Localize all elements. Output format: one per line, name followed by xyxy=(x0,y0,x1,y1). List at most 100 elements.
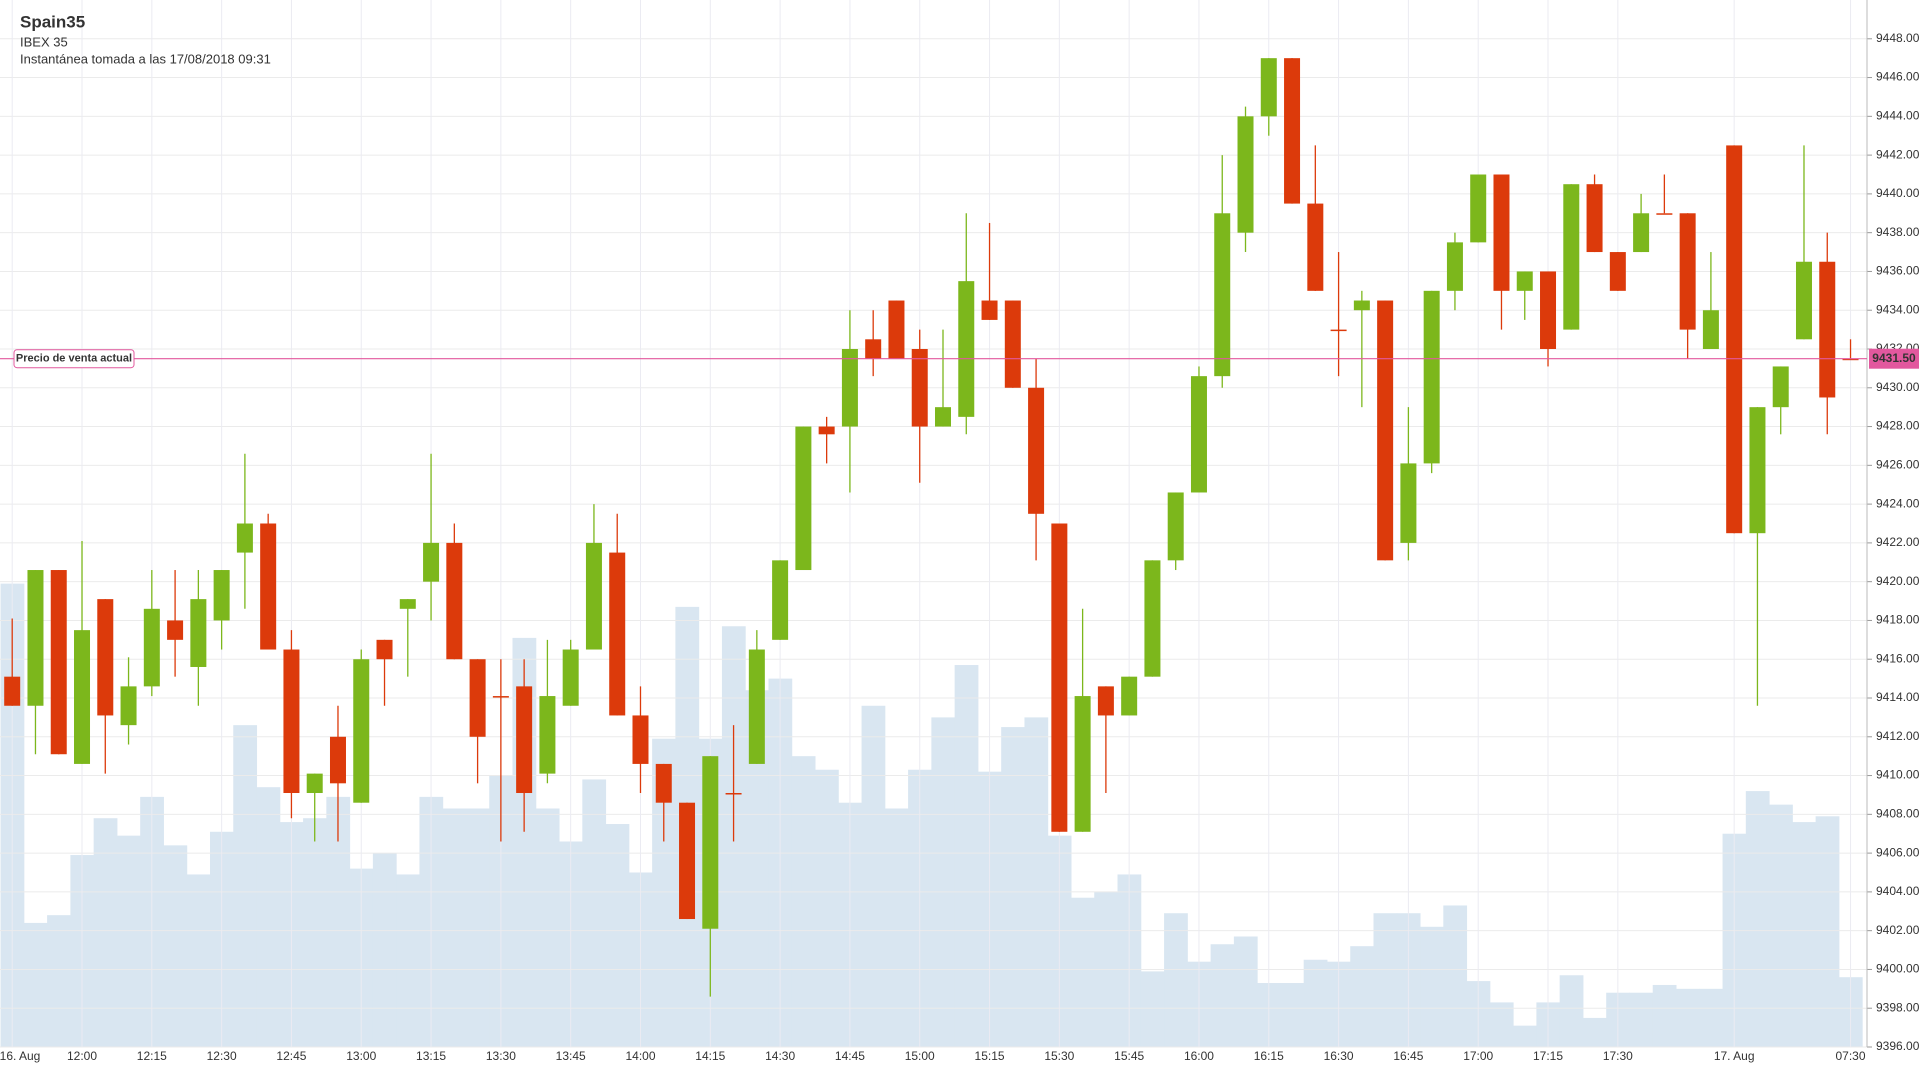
x-tick-label: 16:15 xyxy=(1254,1049,1284,1063)
volume-bar xyxy=(465,808,490,1047)
y-tick-label: 9408.00 xyxy=(1876,807,1920,821)
volume-bar xyxy=(1303,959,1328,1047)
y-tick-label: 9412.00 xyxy=(1876,729,1920,743)
candle-body xyxy=(725,793,742,795)
candle-body xyxy=(97,599,114,716)
volume-bar xyxy=(186,874,211,1047)
candle-body xyxy=(143,608,160,687)
x-tick-label: 13:00 xyxy=(346,1049,376,1063)
candle-body xyxy=(167,620,184,640)
volume-bar xyxy=(1792,822,1817,1047)
candle-body xyxy=(585,542,602,650)
x-tick-label: 17:30 xyxy=(1603,1049,1633,1063)
candle-body xyxy=(1307,203,1324,291)
candle-body xyxy=(423,542,440,582)
candle-body xyxy=(935,407,951,427)
snapshot-note: Instantánea tomada a las 17/08/2018 09:3… xyxy=(20,51,271,66)
candle-body xyxy=(213,570,230,621)
volume-bar xyxy=(1001,727,1025,1047)
y-tick-label: 9406.00 xyxy=(1876,845,1920,859)
chart-subtitle: IBEX 35 xyxy=(20,34,68,49)
candle-body xyxy=(329,736,346,784)
candle-body xyxy=(1028,387,1045,514)
volume-bar xyxy=(582,779,607,1047)
y-tick-label: 9398.00 xyxy=(1876,1000,1920,1014)
candle-body xyxy=(865,339,882,359)
candle-body xyxy=(469,659,486,737)
volume-bar xyxy=(372,853,397,1047)
volume-bar xyxy=(1559,975,1584,1047)
candle-body xyxy=(1074,696,1091,832)
candle-body xyxy=(1656,213,1673,215)
price-label: 9431.50 xyxy=(1872,351,1916,365)
volume-bar xyxy=(815,769,839,1047)
y-tick-label: 9420.00 xyxy=(1876,574,1920,588)
candle-body xyxy=(260,523,277,650)
candle-body xyxy=(1353,300,1370,311)
price-line-name: Precio de venta actual xyxy=(16,353,132,365)
volume-bar xyxy=(605,824,630,1047)
x-tick-label: 13:45 xyxy=(556,1049,586,1063)
volume-bar xyxy=(1629,992,1654,1047)
volume-bar xyxy=(1443,905,1468,1047)
candle-body xyxy=(1260,58,1277,117)
y-tick-label: 9434.00 xyxy=(1876,302,1920,316)
x-tick-label: 15:45 xyxy=(1114,1049,1144,1063)
volume-bar xyxy=(93,818,118,1047)
candle-body xyxy=(4,676,21,706)
x-tick-label: 14:00 xyxy=(625,1049,655,1063)
volume-bar xyxy=(396,874,420,1047)
candle-body xyxy=(539,696,556,774)
x-tick-label: 17. Aug xyxy=(1714,1049,1755,1063)
x-tick-label: 16:45 xyxy=(1393,1049,1423,1063)
candle-body xyxy=(1237,116,1254,233)
candle-body xyxy=(679,802,696,920)
volume-bar xyxy=(116,835,141,1047)
x-tick-label: 16. Aug xyxy=(0,1049,40,1063)
candle-body xyxy=(1446,242,1463,291)
y-tick-label: 9414.00 xyxy=(1876,690,1920,704)
candle-body xyxy=(1609,252,1626,291)
candle-body xyxy=(1633,213,1650,253)
x-tick-label: 12:15 xyxy=(137,1049,167,1063)
x-tick-label: 13:15 xyxy=(416,1049,446,1063)
price-label-box xyxy=(1869,348,1919,369)
candle-body xyxy=(1144,560,1161,677)
candle-body xyxy=(1772,366,1789,408)
x-tick-label: 17:00 xyxy=(1463,1049,1493,1063)
volume-bar xyxy=(1350,946,1374,1047)
candle-body xyxy=(1842,358,1859,361)
candle-body xyxy=(1540,271,1557,349)
y-tick-label: 9436.00 xyxy=(1876,264,1920,278)
candle-body xyxy=(841,349,858,427)
y-tick-label: 9444.00 xyxy=(1876,109,1920,123)
candle-body xyxy=(1097,686,1114,716)
volume-bar xyxy=(1652,984,1677,1047)
chart-title: Spain35 xyxy=(20,12,85,31)
candle-body xyxy=(1586,184,1603,253)
volume-bar xyxy=(23,922,48,1047)
volume-bar xyxy=(1280,983,1305,1047)
candle-body xyxy=(399,599,416,609)
volume-bar xyxy=(1745,791,1770,1047)
volume-bar xyxy=(47,915,71,1047)
candle-body xyxy=(818,426,835,435)
candle-body xyxy=(27,570,44,706)
y-tick-label: 9446.00 xyxy=(1876,70,1920,84)
volume-bar xyxy=(1699,988,1724,1047)
candle-body xyxy=(958,281,975,417)
y-tick-label: 9424.00 xyxy=(1876,496,1920,510)
volume-bar xyxy=(861,705,886,1047)
candle-body xyxy=(609,552,626,716)
candle-body xyxy=(1563,184,1580,330)
candle-body xyxy=(50,570,67,755)
y-tick-label: 9442.00 xyxy=(1876,147,1920,161)
candle-body xyxy=(1702,310,1719,349)
candle-body xyxy=(1493,174,1510,291)
volume-bar xyxy=(1164,913,1188,1047)
candle-body xyxy=(446,542,463,660)
volume-bar xyxy=(931,717,956,1047)
y-tick-label: 9418.00 xyxy=(1876,613,1920,627)
candle-body xyxy=(888,300,905,359)
